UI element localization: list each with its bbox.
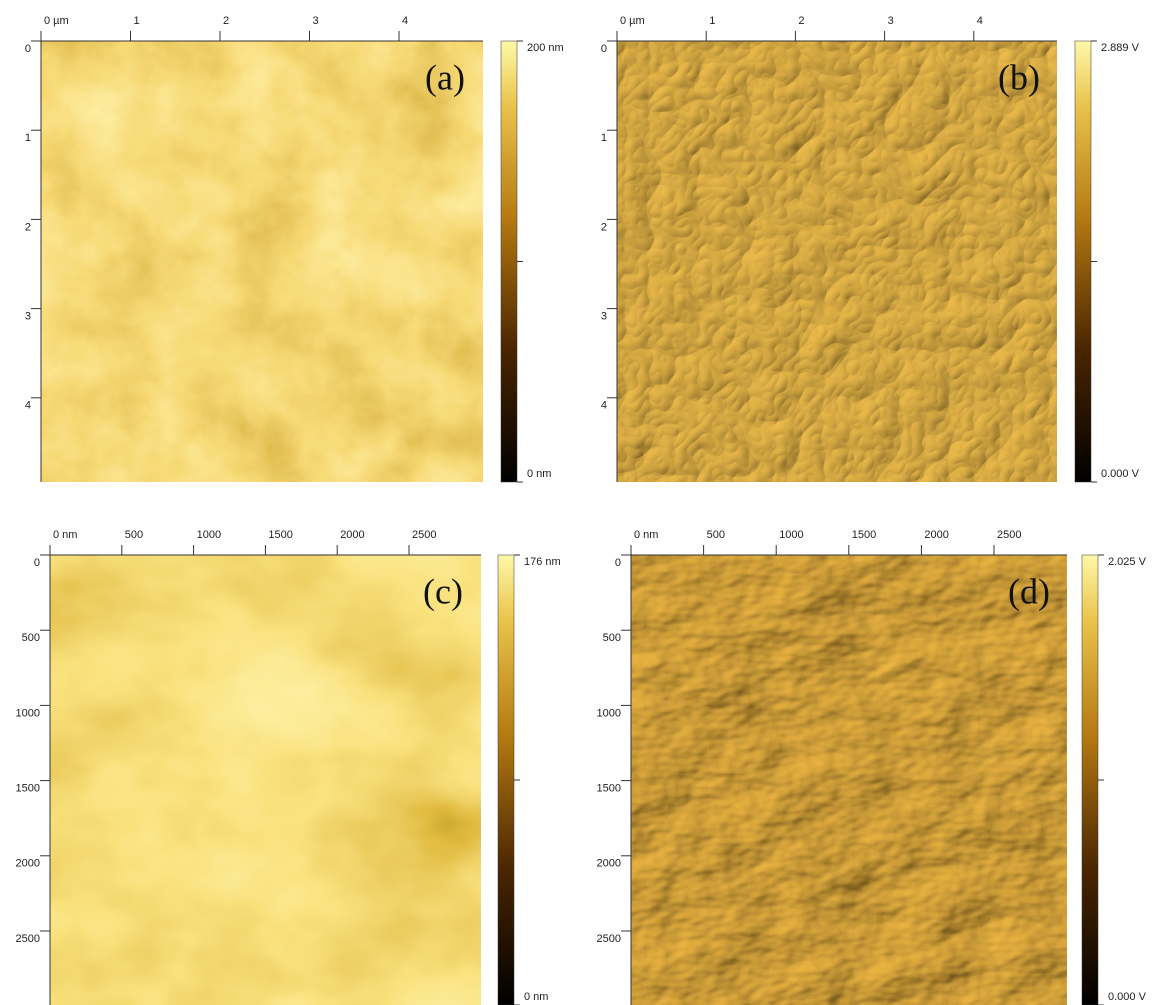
y-tick-label: 2500 [597, 933, 621, 945]
colorbar [1075, 41, 1091, 482]
colorbar-max: 2.025 V [1108, 556, 1147, 568]
panel-label: (a) [425, 57, 465, 97]
y-tick-label: 4 [25, 400, 31, 412]
y-tick-label: 2500 [16, 933, 40, 945]
x-tick-label: 4 [402, 15, 408, 27]
x-tick-label: 0 nm [53, 529, 77, 541]
y-tick-label: 1500 [597, 783, 621, 795]
colorbar [1082, 555, 1098, 1005]
x-tick-label: 2 [798, 15, 804, 27]
y-tick-label: 1000 [597, 707, 621, 719]
colorbar [498, 555, 514, 1005]
y-tick-label: 2000 [597, 858, 621, 870]
colorbar-max: 2.889 V [1101, 42, 1140, 54]
y-tick-label: 0 [601, 43, 607, 55]
afm-image [41, 41, 483, 482]
colorbar-max: 200 nm [527, 42, 564, 54]
x-tick-label: 0 µm [44, 15, 69, 27]
y-tick-label: 2 [25, 221, 31, 233]
y-tick-label: 1500 [16, 783, 40, 795]
x-tick-label: 4 [977, 15, 983, 27]
afm-image [631, 555, 1067, 1005]
colorbar-min: 0 nm [527, 468, 551, 480]
y-tick-label: 2000 [16, 858, 40, 870]
x-tick-label: 2 [223, 15, 229, 27]
y-tick-label: 500 [22, 632, 40, 644]
x-tick-label: 1000 [779, 529, 803, 541]
x-tick-label: 0 nm [634, 529, 658, 541]
x-tick-label: 1000 [197, 529, 221, 541]
y-tick-label: 4 [601, 400, 607, 412]
panel-label: (c) [423, 571, 463, 611]
panel-label: (d) [1008, 571, 1050, 611]
colorbar-min: 0.000 V [1108, 991, 1147, 1003]
y-tick-label: 3 [601, 311, 607, 323]
x-tick-label: 2000 [340, 529, 364, 541]
y-tick-label: 500 [603, 632, 621, 644]
x-tick-label: 3 [888, 15, 894, 27]
x-tick-label: 500 [707, 529, 725, 541]
x-tick-label: 2500 [412, 529, 436, 541]
x-tick-label: 3 [313, 15, 319, 27]
y-tick-label: 1 [25, 132, 31, 144]
x-tick-label: 1 [709, 15, 715, 27]
x-tick-label: 1500 [852, 529, 876, 541]
y-tick-label: 0 [34, 557, 40, 569]
afm-image [617, 41, 1057, 482]
figure: 0 µm 1 2 3 4 0 1 2 3 4 (a) 200 nm 0 nm 0 µm 1 2 3 4 0 1 2 3 4 (… [0, 0, 1157, 1005]
y-tick-label: 1 [601, 132, 607, 144]
y-tick-label: 0 [25, 43, 31, 55]
x-tick-label: 1 [134, 15, 140, 27]
y-tick-label: 2 [601, 221, 607, 233]
y-tick-label: 1000 [16, 707, 40, 719]
x-tick-label: 2000 [924, 529, 948, 541]
colorbar-min: 0 nm [524, 991, 548, 1003]
x-tick-label: 500 [125, 529, 143, 541]
x-tick-label: 0 µm [620, 15, 645, 27]
x-tick-label: 2500 [997, 529, 1021, 541]
colorbar-min: 0.000 V [1101, 468, 1140, 480]
afm-image [50, 555, 481, 1005]
colorbar-max: 176 nm [524, 556, 561, 568]
colorbar [501, 41, 517, 482]
y-tick-label: 3 [25, 311, 31, 323]
x-tick-label: 1500 [268, 529, 292, 541]
panel-label: (b) [998, 57, 1040, 97]
y-tick-label: 0 [615, 557, 621, 569]
